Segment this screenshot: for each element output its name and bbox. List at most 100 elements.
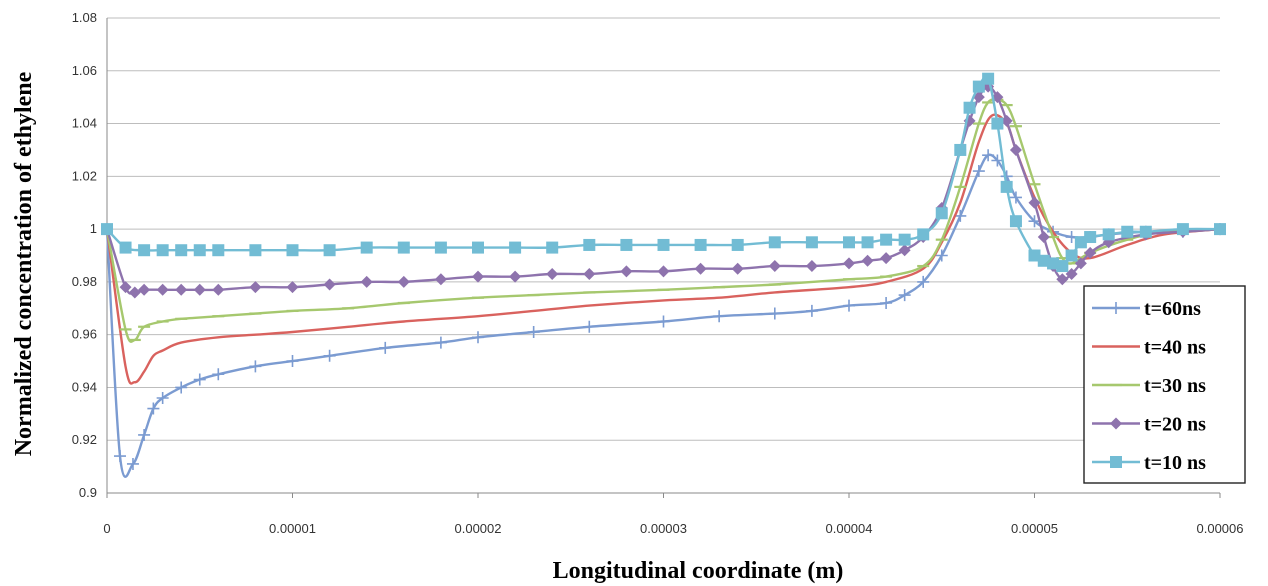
x-tick-label: 0.00003 bbox=[640, 521, 687, 536]
series-2 bbox=[105, 113, 1221, 385]
legend-label: t=30 ns bbox=[1144, 375, 1206, 397]
data-point bbox=[880, 297, 893, 309]
data-point bbox=[1047, 257, 1060, 270]
data-point bbox=[434, 241, 447, 254]
data-point bbox=[397, 241, 410, 254]
data-point bbox=[379, 341, 392, 354]
data-point bbox=[1084, 231, 1097, 244]
y-tick-label: 0.9 bbox=[79, 485, 97, 500]
data-point bbox=[286, 355, 299, 368]
data-point bbox=[509, 241, 522, 254]
data-point bbox=[982, 72, 995, 85]
data-point bbox=[991, 117, 1004, 130]
data-point bbox=[861, 254, 874, 267]
series-5 bbox=[101, 72, 1226, 273]
legend-marker bbox=[1110, 417, 1122, 430]
legend: t=60ns t=40 ns t=30 ns t=20 ns t=10 ns bbox=[1083, 285, 1246, 484]
y-tick-label: 1.08 bbox=[72, 10, 97, 25]
data-point bbox=[843, 257, 855, 270]
data-point bbox=[982, 149, 995, 162]
data-point bbox=[954, 143, 967, 156]
data-point bbox=[193, 283, 206, 296]
data-point bbox=[583, 267, 596, 280]
data-point bbox=[249, 360, 262, 373]
data-point bbox=[1009, 215, 1022, 228]
data-point bbox=[1037, 231, 1050, 244]
legend-item: t=40 ns bbox=[1092, 337, 1206, 359]
data-point bbox=[805, 260, 818, 273]
data-point bbox=[880, 252, 893, 265]
legend-item: t=30 ns bbox=[1092, 375, 1206, 397]
y-tick-label: 1.06 bbox=[72, 63, 97, 78]
data-point bbox=[713, 310, 726, 323]
data-point bbox=[113, 450, 126, 463]
data-point bbox=[323, 244, 336, 257]
x-tick-label: 0.00004 bbox=[826, 521, 873, 536]
legend-label: t=40 ns bbox=[1144, 337, 1206, 359]
data-point bbox=[323, 278, 336, 291]
data-point bbox=[472, 241, 484, 254]
data-point bbox=[843, 236, 855, 249]
data-point bbox=[175, 244, 188, 257]
data-point bbox=[694, 262, 707, 275]
data-point bbox=[360, 275, 373, 288]
y-tick-label: 1.02 bbox=[72, 168, 97, 183]
data-point bbox=[1056, 260, 1069, 273]
series-3 bbox=[101, 98, 1226, 343]
data-point bbox=[175, 381, 188, 394]
axes: 0.9 0.92 0.94 0.96 0.98 1 1.02 1.04 1.06 1.08 0 0.0… bbox=[72, 10, 1244, 536]
data-point bbox=[935, 207, 948, 220]
data-point bbox=[1000, 114, 1013, 127]
data-point bbox=[1037, 254, 1050, 267]
y-tick-label: 1.04 bbox=[72, 116, 97, 131]
series-group bbox=[101, 72, 1226, 478]
data-point bbox=[972, 80, 985, 93]
data-point bbox=[935, 249, 948, 262]
data-point bbox=[156, 244, 169, 257]
data-point bbox=[527, 326, 540, 339]
series-line bbox=[105, 113, 1221, 385]
y-axis-title: Normalized concentration of ethylene bbox=[11, 71, 37, 456]
data-point bbox=[360, 241, 373, 254]
data-point bbox=[546, 267, 559, 280]
data-point bbox=[249, 244, 262, 257]
data-point bbox=[657, 315, 670, 328]
x-tick-label: 0.00001 bbox=[269, 521, 316, 536]
data-point bbox=[861, 236, 874, 249]
data-point bbox=[768, 236, 781, 249]
data-point bbox=[147, 402, 160, 415]
data-point bbox=[434, 336, 447, 349]
data-point bbox=[583, 238, 596, 251]
data-point bbox=[101, 223, 113, 236]
data-point bbox=[731, 262, 744, 275]
data-point bbox=[1084, 246, 1097, 259]
data-point bbox=[193, 373, 206, 386]
data-point bbox=[434, 273, 447, 286]
y-tick-label: 0.94 bbox=[72, 379, 97, 394]
data-point bbox=[731, 238, 744, 251]
data-point bbox=[1176, 223, 1189, 236]
data-point bbox=[657, 265, 670, 278]
data-point bbox=[898, 233, 911, 246]
data-point bbox=[138, 244, 151, 257]
data-point bbox=[694, 238, 707, 251]
data-point bbox=[175, 283, 188, 296]
data-point bbox=[880, 233, 893, 246]
data-point bbox=[1074, 257, 1087, 270]
data-point bbox=[156, 392, 169, 404]
data-point bbox=[1065, 249, 1078, 262]
data-point bbox=[138, 428, 151, 441]
data-point bbox=[397, 275, 410, 288]
data-point bbox=[156, 283, 169, 296]
series-line bbox=[105, 98, 1221, 343]
data-point bbox=[119, 241, 132, 254]
data-point bbox=[917, 275, 930, 288]
data-point bbox=[954, 209, 967, 222]
data-point bbox=[119, 281, 132, 294]
data-point bbox=[249, 281, 262, 294]
legend-label: t=60ns bbox=[1144, 298, 1201, 320]
data-point bbox=[768, 260, 781, 273]
data-point bbox=[1121, 225, 1134, 238]
